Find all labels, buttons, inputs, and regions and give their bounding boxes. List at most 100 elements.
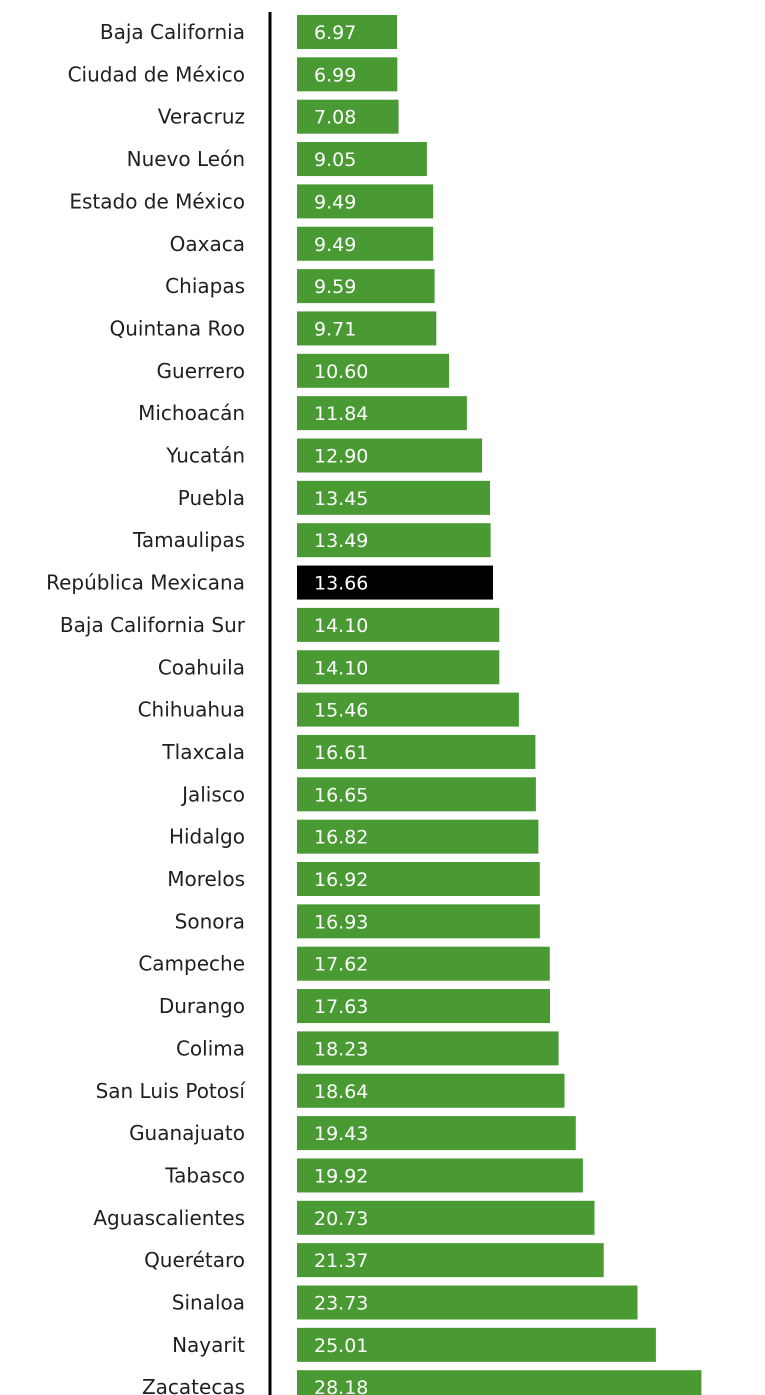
category-label: Coahuila (158, 655, 245, 679)
category-label: Yucatán (165, 444, 245, 468)
category-label: Hidalgo (169, 825, 245, 849)
category-label: Querétaro (144, 1248, 245, 1272)
bar-16 (297, 692, 519, 727)
category-label: Durango (159, 994, 245, 1018)
value-label: 9.05 (314, 149, 356, 171)
value-label: 6.97 (314, 22, 356, 44)
bar-5 (297, 226, 434, 261)
bar-1 (297, 57, 398, 92)
bar-15 (297, 650, 500, 685)
category-label: Jalisco (180, 782, 245, 806)
category-label: Chiapas (165, 274, 245, 298)
value-label: 16.61 (314, 742, 368, 764)
category-label: Nuevo León (127, 147, 245, 171)
category-label: Guanajuato (129, 1121, 245, 1145)
category-label: Chihuahua (138, 698, 245, 722)
category-label: Tamaulipas (132, 528, 245, 552)
bar-17 (297, 734, 536, 769)
category-label: Aguascalientes (93, 1206, 245, 1230)
category-label: Quintana Roo (109, 316, 245, 340)
value-label: 10.60 (314, 361, 368, 383)
bar-7 (297, 311, 437, 346)
bar-3 (297, 142, 427, 177)
category-label: Guerrero (157, 359, 245, 383)
bar-27 (297, 1158, 583, 1193)
value-label: 9.59 (314, 276, 356, 298)
bar-19 (297, 819, 539, 854)
bar-23 (297, 989, 550, 1024)
value-label: 28.18 (314, 1377, 368, 1395)
category-label: Morelos (167, 867, 245, 891)
category-label: Tlaxcala (161, 740, 245, 764)
bar-24 (297, 1031, 559, 1066)
bar-21 (297, 904, 540, 939)
value-label: 12.90 (314, 446, 368, 468)
bar-6 (297, 269, 435, 304)
value-label: 19.92 (314, 1165, 368, 1187)
value-label: 16.92 (314, 869, 368, 891)
category-label: Zacatecas (142, 1375, 245, 1395)
bar-9 (297, 396, 467, 431)
category-label: Puebla (178, 486, 245, 510)
bar-32 (297, 1370, 702, 1395)
value-label: 19.43 (314, 1123, 368, 1145)
category-label: Veracruz (158, 105, 245, 129)
value-label: 25.01 (314, 1335, 368, 1357)
value-label: 16.93 (314, 911, 368, 933)
value-label: 13.49 (314, 530, 368, 552)
category-label: Baja California (100, 20, 245, 44)
category-label: Ciudad de México (68, 62, 245, 86)
bar-8 (297, 353, 450, 388)
bar-22 (297, 946, 550, 981)
value-label: 17.63 (314, 996, 368, 1018)
bar-29 (297, 1243, 604, 1278)
bar-18 (297, 777, 536, 812)
value-label: 16.82 (314, 827, 368, 849)
category-label: Michoacán (138, 401, 245, 425)
category-label: Campeche (138, 952, 245, 976)
value-label: 11.84 (314, 403, 368, 425)
bar-20 (297, 862, 540, 896)
bar-11 (297, 480, 490, 515)
category-label: Colima (176, 1036, 245, 1060)
bar-25 (297, 1073, 565, 1108)
category-label: República Mexicana (46, 571, 245, 595)
value-label: 9.49 (314, 191, 356, 213)
category-label: Sonora (175, 909, 245, 933)
category-label: Nayarit (172, 1333, 245, 1357)
value-label: 9.49 (314, 234, 356, 256)
bar-28 (297, 1200, 595, 1235)
value-label: 7.08 (314, 107, 356, 129)
value-label: 6.99 (314, 64, 356, 86)
bar-30 (297, 1285, 638, 1320)
category-label: Tabasco (164, 1163, 245, 1187)
category-label: San Luis Potosí (96, 1079, 247, 1103)
bar-12 (297, 523, 491, 558)
bar-26 (297, 1116, 576, 1151)
value-label: 20.73 (314, 1208, 368, 1230)
value-label: 13.66 (314, 573, 368, 595)
bar-0 (297, 15, 397, 49)
value-label: 15.46 (314, 700, 368, 722)
category-label: Baja California Sur (60, 613, 246, 637)
value-label: 17.62 (314, 954, 368, 976)
category-label: Estado de México (69, 189, 245, 213)
bar-2 (297, 99, 399, 134)
value-label: 18.23 (314, 1038, 368, 1060)
value-label: 18.64 (314, 1081, 368, 1103)
bar-4 (297, 184, 434, 219)
value-label: 23.73 (314, 1293, 368, 1315)
value-label: 13.45 (314, 488, 368, 510)
category-label: Oaxaca (170, 232, 245, 256)
bar-10 (297, 438, 483, 473)
category-label: Sinaloa (172, 1291, 245, 1315)
bar-13 (297, 565, 493, 600)
value-label: 9.71 (314, 318, 356, 340)
value-label: 14.10 (314, 657, 368, 679)
value-label: 16.65 (314, 784, 368, 806)
bars-group: Baja California 6.97 Ciudad de México 6.99 V… (46, 15, 702, 1395)
value-label: 21.37 (314, 1250, 368, 1272)
bar-31 (297, 1327, 656, 1362)
value-label: 14.10 (314, 615, 368, 637)
